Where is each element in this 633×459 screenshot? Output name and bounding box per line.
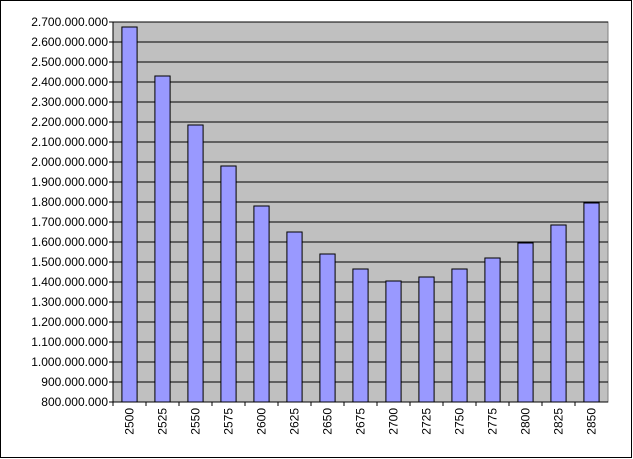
- y-tick-label: 1.500.000.000: [31, 255, 108, 269]
- y-tick-label: 1.100.000.000: [31, 335, 108, 349]
- y-tick-label: 1.300.000.000: [31, 295, 108, 309]
- bar: [385, 280, 402, 403]
- x-tick-label: 2575: [222, 408, 236, 435]
- y-tick-label: 1.400.000.000: [31, 275, 108, 289]
- y-tick-label: 1.000.000.000: [31, 355, 108, 369]
- y-tick-label: 2.200.000.000: [31, 115, 108, 129]
- y-tick-label: 2.600.000.000: [31, 35, 108, 49]
- bar: [121, 26, 138, 403]
- y-tick-label: 1.700.000.000: [31, 215, 108, 229]
- x-tick-label: 2700: [387, 408, 401, 435]
- y-tick-label: 2.700.000.000: [31, 15, 108, 29]
- bar: [187, 124, 204, 403]
- bar: [319, 253, 336, 403]
- x-tick-label: 2800: [519, 408, 533, 435]
- bar: [550, 224, 567, 403]
- bar: [154, 75, 171, 403]
- y-tick-label: 2.000.000.000: [31, 155, 108, 169]
- y-tick-label: 1.900.000.000: [31, 175, 108, 189]
- x-tick-label: 2775: [486, 408, 500, 435]
- x-tick-label: 2500: [123, 408, 137, 435]
- bar: [583, 202, 600, 403]
- bar: [352, 268, 369, 403]
- y-tick-label: 2.500.000.000: [31, 55, 108, 69]
- y-tick-label: 1.600.000.000: [31, 235, 108, 249]
- y-tick-label: 1.800.000.000: [31, 195, 108, 209]
- y-tick-label: 800.000.000: [41, 395, 108, 409]
- x-tick-label: 2825: [552, 408, 566, 435]
- x-tick-label: 2750: [453, 408, 467, 435]
- y-tick-label: 900.000.000: [41, 375, 108, 389]
- x-tick-label: 2600: [255, 408, 269, 435]
- x-tick-label: 2625: [288, 408, 302, 435]
- x-tick-label: 2650: [321, 408, 335, 435]
- y-tick-label: 2.300.000.000: [31, 95, 108, 109]
- bar: [484, 257, 501, 403]
- x-tick-label: 2550: [189, 408, 203, 435]
- x-tick-label: 2725: [420, 408, 434, 435]
- bar: [286, 231, 303, 403]
- x-tick-label: 2675: [354, 408, 368, 435]
- y-tick-label: 2.100.000.000: [31, 135, 108, 149]
- y-tick-label: 2.400.000.000: [31, 75, 108, 89]
- x-tick-label: 2850: [585, 408, 599, 435]
- bar: [418, 276, 435, 403]
- bar: [253, 205, 270, 403]
- y-tick-label: 1.200.000.000: [31, 315, 108, 329]
- bar: [517, 242, 534, 403]
- x-tick-label: 2525: [156, 408, 170, 435]
- bar: [451, 268, 468, 403]
- bar: [220, 165, 237, 403]
